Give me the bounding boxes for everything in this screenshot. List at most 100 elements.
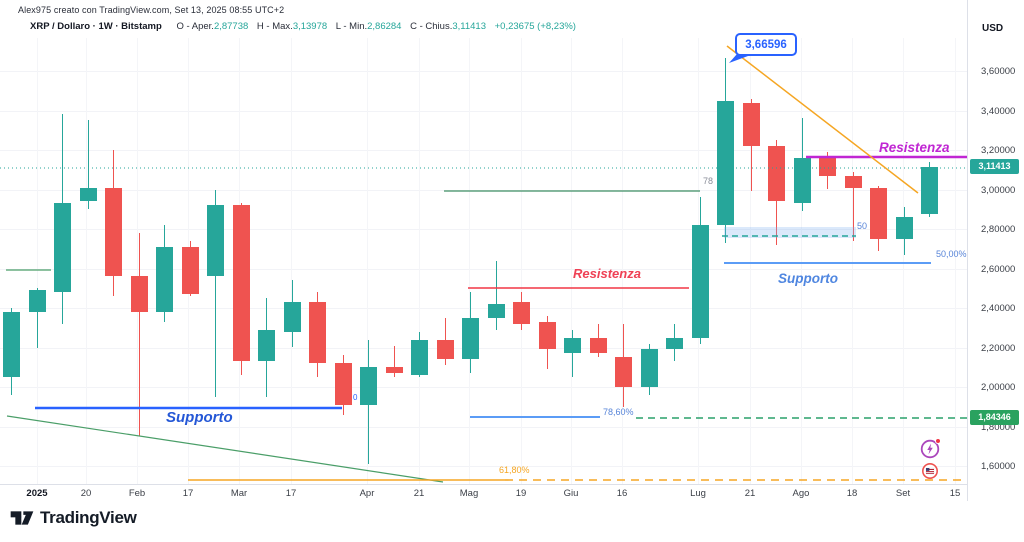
gridline-v xyxy=(86,38,87,484)
time-tick: Set xyxy=(895,488,911,499)
time-tick: Giu xyxy=(563,488,579,499)
candle-body xyxy=(79,187,97,202)
candle-body xyxy=(130,276,148,312)
gridline-v xyxy=(955,38,956,484)
gridline-h xyxy=(0,466,967,467)
time-axis[interactable]: 2025 20 Feb 17 Mar 17 Apr 21 Mag 19 Giu 16 Lug 21 Ago 1… xyxy=(0,484,967,502)
time-tick: 19 xyxy=(515,488,527,499)
candle-body xyxy=(207,205,224,277)
resistenza-magenta-label: Resistenza xyxy=(879,140,950,155)
symbol-legend: XRP / Dollaro · 1W · Bitstamp O - Aper.2… xyxy=(30,21,576,32)
candle-body xyxy=(105,187,122,277)
fib-6180-label: 61,80% xyxy=(499,465,530,475)
supporto-right-label: Supporto xyxy=(778,271,838,286)
time-tick: 18 xyxy=(846,488,858,499)
price-tick: 3,00000 xyxy=(981,184,1016,196)
gridline-v xyxy=(750,38,751,484)
candle-body xyxy=(360,367,377,405)
price-tick: 2,80000 xyxy=(981,224,1016,235)
time-tick: 17 xyxy=(285,488,297,499)
close-value: 3,11413 xyxy=(452,21,486,32)
low-label: L - Min. xyxy=(335,21,368,32)
price-tick: 1,80000 xyxy=(981,421,1016,433)
gridline-v xyxy=(367,38,368,484)
candle-body xyxy=(615,357,632,387)
candle-body xyxy=(258,329,275,362)
tradingview-logo[interactable]: TradingView xyxy=(10,508,137,528)
low-value: 2,86284 xyxy=(367,21,402,32)
chart-plot-area[interactable]: Supporto Resistenza Resistenza Supporto 78,6… xyxy=(0,0,972,484)
time-tick: Lug xyxy=(690,488,706,499)
candle-body xyxy=(28,290,46,312)
price-tick: 2,00000 xyxy=(981,382,1016,393)
candle-body xyxy=(3,311,20,378)
gridline-v xyxy=(291,38,292,484)
candle-body xyxy=(691,225,709,338)
fib-78-label: 78 xyxy=(703,176,714,186)
resistenza-red-label: Resistenza xyxy=(573,266,641,281)
candle-body xyxy=(436,339,454,360)
price-tick: 2,40000 xyxy=(981,303,1016,314)
candle-wick xyxy=(36,288,38,348)
candle-body xyxy=(742,102,760,147)
gridline-h xyxy=(0,189,967,191)
candle-body xyxy=(666,337,683,350)
candle-body xyxy=(793,157,811,204)
candle-body xyxy=(385,367,403,374)
gridline-v xyxy=(521,38,522,484)
time-tick: Mag xyxy=(459,488,479,499)
economic-event-flash-icon[interactable] xyxy=(920,438,941,459)
time-tick: 21 xyxy=(413,488,425,499)
price-tick: 3,40000 xyxy=(981,105,1016,117)
supporto-left-label: Supporto xyxy=(166,409,233,426)
tradingview-logo-icon xyxy=(10,511,34,525)
economic-event-us-flag-icon[interactable] xyxy=(921,462,941,482)
gridline-h xyxy=(0,110,967,112)
time-tick: Ago xyxy=(792,488,810,499)
time-tick: 15 xyxy=(949,488,961,499)
candle-wick xyxy=(138,232,140,437)
gridline-v xyxy=(419,38,420,484)
time-tick: Mar xyxy=(230,488,248,499)
candle-body xyxy=(156,246,173,312)
high-label: H - Max. xyxy=(256,21,293,32)
time-tick: 16 xyxy=(616,488,628,499)
time-tick: Apr xyxy=(359,488,375,499)
fib-5000-label: 50,00% xyxy=(936,249,967,259)
price-axis[interactable]: USD 3,60000 3,40000 3,20000 3,00000 2,80000 2… xyxy=(967,0,1024,501)
candle-wick xyxy=(495,260,497,330)
drawings-layer xyxy=(0,45,972,483)
price-tick: 3,20000 xyxy=(981,145,1016,156)
gridline-v xyxy=(571,38,572,484)
candle-body xyxy=(283,302,301,332)
candle-wick xyxy=(87,120,89,210)
time-tick: 17 xyxy=(182,488,194,499)
fib-7860-label: 78,60% xyxy=(603,407,634,417)
candle-body xyxy=(411,339,428,376)
time-tick: Feb xyxy=(128,488,146,499)
time-tick: 20 xyxy=(80,488,92,499)
price-tick: 3,60000 xyxy=(981,66,1016,77)
high-price-callout: 3,66596 xyxy=(735,33,797,56)
open-value: 2,87738 xyxy=(213,21,249,32)
candle-body xyxy=(564,337,581,354)
candle-body xyxy=(513,302,530,324)
candle-body xyxy=(538,321,556,350)
symbol-title[interactable]: XRP / Dollaro · 1W · Bitstamp xyxy=(30,21,162,32)
price-level-badge: 1,84346 xyxy=(970,410,1019,426)
gridline-h xyxy=(0,426,967,428)
candle-body xyxy=(462,317,479,360)
candle-wick xyxy=(393,345,395,378)
fib-50-label: 50 xyxy=(857,221,868,231)
candle-body xyxy=(717,100,734,226)
high-value: 3,13978 xyxy=(292,21,328,32)
attribution-text: Alex975 creato con TradingView.com, Set … xyxy=(18,5,285,15)
candle-wick xyxy=(852,171,854,241)
currency-label: USD xyxy=(982,23,1004,34)
candle-body xyxy=(334,363,352,405)
gridline-h xyxy=(0,308,967,309)
candle-body xyxy=(181,246,199,295)
gridline-h xyxy=(0,268,967,270)
current-price-badge: 3,11413 xyxy=(970,159,1019,175)
candle-body xyxy=(487,304,505,318)
